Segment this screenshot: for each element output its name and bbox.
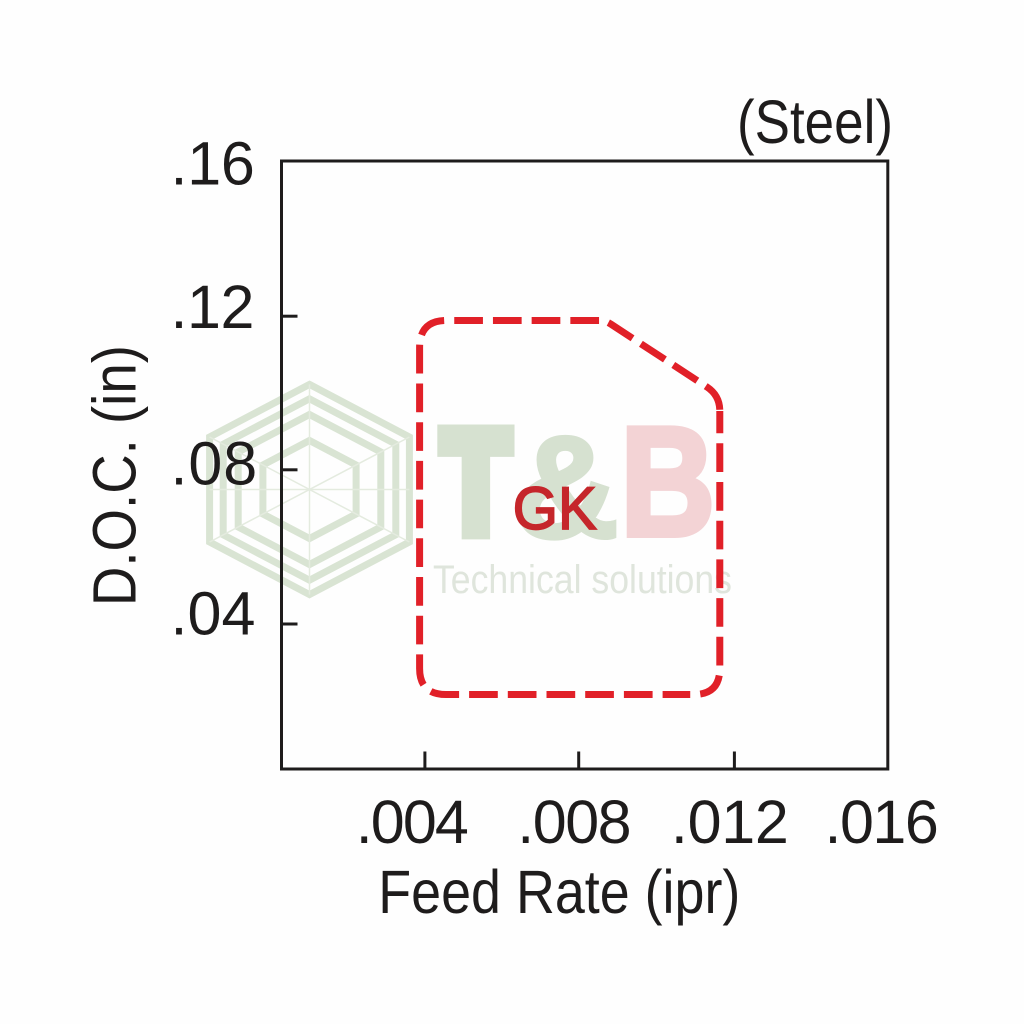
svg-text:.08: .08 — [171, 429, 258, 497]
svg-text:.008: .008 — [517, 788, 631, 856]
svg-text:.004: .004 — [356, 788, 469, 856]
svg-text:.016: .016 — [825, 788, 939, 856]
svg-text:.04: .04 — [171, 579, 256, 647]
svg-text:D.O.C. (in): D.O.C. (in) — [81, 345, 149, 606]
svg-text:B: B — [621, 395, 715, 568]
svg-text:.12: .12 — [171, 273, 255, 341]
svg-text:.16: .16 — [171, 130, 255, 198]
svg-text:Feed Rate (ipr): Feed Rate (ipr) — [378, 858, 740, 926]
svg-text:&: & — [513, 406, 619, 568]
svg-text:(Steel): (Steel) — [737, 88, 893, 156]
svg-text:T: T — [442, 403, 509, 562]
svg-text:Technical solutions: Technical solutions — [433, 558, 732, 602]
svg-text:GK: GK — [513, 475, 597, 542]
svg-text:.012: .012 — [671, 788, 789, 856]
